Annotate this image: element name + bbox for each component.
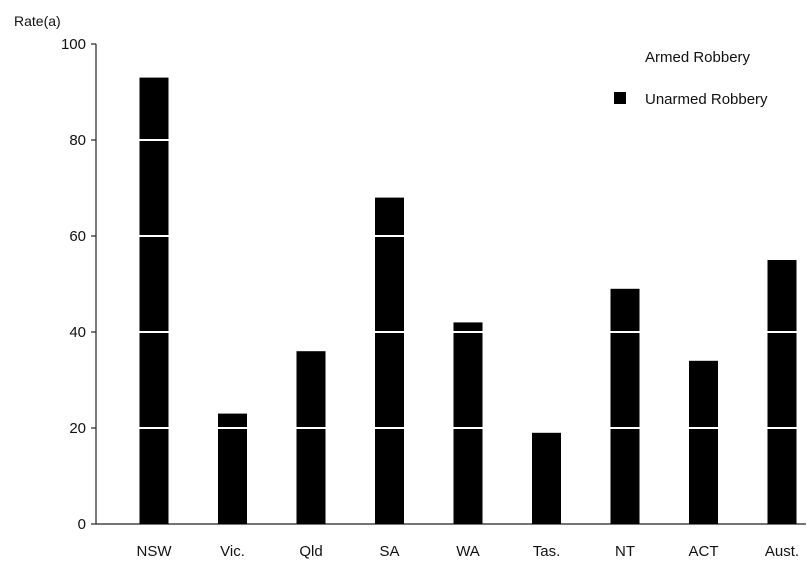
x-tick-label: Vic. — [220, 543, 245, 560]
legend: Armed Robbery Unarmed Robbery — [614, 49, 768, 108]
y-tick-label: 60 — [69, 228, 86, 245]
y-tick-label: 80 — [69, 132, 86, 149]
y-tick-label: 0 — [78, 516, 86, 533]
x-tick-label: NT — [615, 543, 635, 560]
legend-swatch-armed-robbery — [618, 50, 630, 62]
bars — [139, 77, 797, 524]
x-tick-label: Aust. — [765, 543, 799, 560]
x-tick-label: ACT — [689, 543, 719, 560]
bar-unarmed-robbery — [139, 77, 169, 524]
legend-label-unarmed-robbery: Unarmed Robbery — [645, 91, 768, 108]
y-axis-title: Rate(a) — [14, 13, 61, 29]
x-axis: NSW Vic. Qld SA WA Tas. NT ACT Aust. — [96, 523, 806, 560]
x-tick-label: Qld — [299, 543, 322, 560]
x-tick-label: Tas. — [533, 543, 561, 560]
y-axis: 0 20 40 60 80 100 — [61, 36, 97, 533]
bar-unarmed-robbery — [218, 413, 247, 524]
bar-unarmed-robbery — [532, 432, 561, 524]
x-tick-label: SA — [379, 543, 399, 560]
bar-unarmed-robbery — [767, 260, 797, 524]
y-tick-label: 20 — [69, 420, 86, 437]
bar-unarmed-robbery — [453, 322, 483, 524]
bar-unarmed-robbery — [689, 360, 718, 524]
bar-unarmed-robbery — [375, 197, 404, 524]
legend-swatch-unarmed-robbery — [614, 92, 626, 104]
y-tick-label: 40 — [69, 324, 86, 341]
x-tick-label: WA — [456, 543, 480, 560]
bar-unarmed-robbery — [296, 351, 326, 524]
y-tick-label: 100 — [61, 36, 86, 53]
x-tick-label: NSW — [137, 543, 173, 560]
bar-unarmed-robbery — [610, 288, 640, 524]
legend-label-armed-robbery: Armed Robbery — [645, 49, 751, 66]
